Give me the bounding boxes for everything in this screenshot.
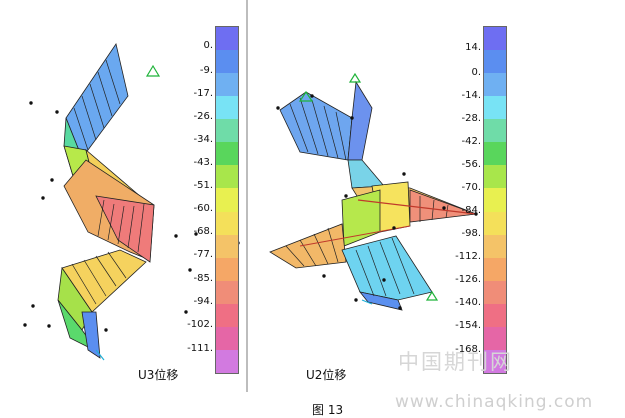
u2-tick: -112. bbox=[455, 251, 481, 262]
legend-swatch bbox=[484, 257, 506, 281]
u3-tick: -34. bbox=[193, 134, 213, 145]
u2-tick: -14. bbox=[461, 90, 481, 101]
legend-swatch bbox=[216, 165, 238, 189]
u2-tick: -140. bbox=[455, 297, 481, 308]
legend-swatch bbox=[484, 326, 506, 350]
u3-color-legend bbox=[215, 26, 239, 374]
u3-plot-label: U3位移 bbox=[138, 368, 179, 382]
legend-swatch bbox=[484, 280, 506, 304]
legend-swatch bbox=[216, 27, 238, 51]
legend-swatch bbox=[216, 211, 238, 235]
legend-swatch bbox=[216, 119, 238, 143]
legend-swatch bbox=[484, 188, 506, 212]
u2-tick: -56. bbox=[461, 159, 481, 170]
u2-tick: -98. bbox=[461, 228, 481, 239]
figure-caption: 图 13 bbox=[312, 403, 344, 417]
legend-swatch bbox=[484, 165, 506, 189]
legend-swatch bbox=[216, 349, 238, 373]
legend-swatch bbox=[216, 326, 238, 350]
u3-tick: -68. bbox=[193, 226, 213, 237]
u2-tick: -168. bbox=[455, 344, 481, 355]
legend-swatch bbox=[216, 73, 238, 97]
panel-divider bbox=[246, 0, 248, 392]
u3-legend-ticks: 0. -9. -17. -26. -34. -43. -51. -60. -68… bbox=[170, 40, 213, 360]
u3-tick: -51. bbox=[193, 180, 213, 191]
legend-swatch bbox=[216, 280, 238, 304]
watermark-logo-text: 中国期刊网 bbox=[398, 350, 513, 374]
u3-tick: -26. bbox=[193, 111, 213, 122]
legend-swatch bbox=[484, 142, 506, 166]
legend-swatch bbox=[216, 188, 238, 212]
watermark-url: www.chinaqking.com bbox=[395, 392, 594, 412]
u3-tick: -111. bbox=[187, 343, 213, 354]
u3-tick: -60. bbox=[193, 203, 213, 214]
legend-swatch bbox=[484, 349, 506, 373]
u2-plot-label: U2位移 bbox=[306, 368, 347, 382]
u3-tick: 0. bbox=[203, 40, 213, 51]
u2-legend-ticks: 14. 0. -14. -28. -42. -56. -70. -84. -98… bbox=[436, 42, 481, 362]
u3-mesh-plot bbox=[23, 43, 240, 361]
legend-swatch bbox=[484, 27, 506, 51]
u3-tick: -85. bbox=[193, 273, 213, 284]
u2-tick: -70. bbox=[461, 182, 481, 193]
u2-tick: 0. bbox=[471, 67, 481, 78]
u3-legend-swatches bbox=[216, 27, 238, 373]
u3-tick: -17. bbox=[193, 88, 213, 99]
legend-swatch bbox=[484, 73, 506, 97]
u3-tick: -77. bbox=[193, 249, 213, 260]
u2-tick: 14. bbox=[465, 42, 481, 53]
u2-tick: -28. bbox=[461, 113, 481, 124]
legend-swatch bbox=[484, 234, 506, 258]
legend-swatch bbox=[484, 96, 506, 120]
u2-tick: -154. bbox=[455, 320, 481, 331]
legend-swatch bbox=[216, 234, 238, 258]
u2-mesh-plot bbox=[269, 72, 478, 311]
u3-tick: -94. bbox=[193, 296, 213, 307]
legend-swatch bbox=[216, 50, 238, 74]
u2-tick: -126. bbox=[455, 274, 481, 285]
u2-tick: -84. bbox=[461, 205, 481, 216]
u3-tick: -102. bbox=[187, 319, 213, 330]
legend-swatch bbox=[216, 257, 238, 281]
legend-swatch bbox=[216, 303, 238, 327]
u3-tick: -9. bbox=[199, 65, 213, 76]
legend-swatch bbox=[484, 211, 506, 235]
u2-color-legend bbox=[483, 26, 507, 374]
legend-swatch bbox=[216, 142, 238, 166]
legend-swatch bbox=[216, 96, 238, 120]
u2-legend-swatches bbox=[484, 27, 506, 373]
legend-swatch bbox=[484, 50, 506, 74]
legend-swatch bbox=[484, 303, 506, 327]
u3-tick: -43. bbox=[193, 157, 213, 168]
u2-tick: -42. bbox=[461, 136, 481, 147]
legend-swatch bbox=[484, 119, 506, 143]
